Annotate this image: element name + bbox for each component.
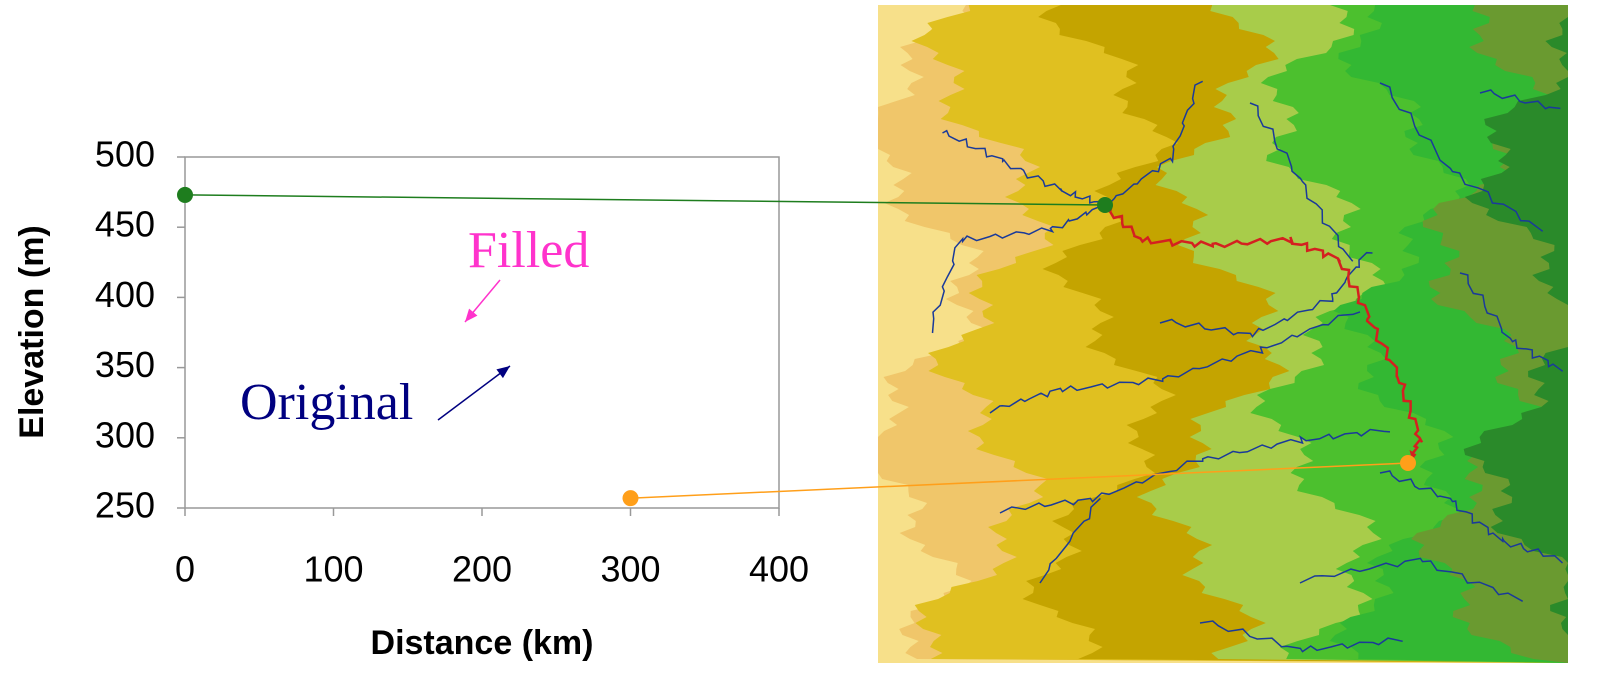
map-point xyxy=(1400,455,1416,471)
legend-arrowhead xyxy=(465,309,477,322)
x-tick-label: 400 xyxy=(749,549,809,590)
figure: Distance (km) Elevation (m) 250 300 350 400… xyxy=(0,0,1603,683)
y-axis-title: Elevation (m) xyxy=(13,225,51,438)
map-point xyxy=(1097,197,1113,213)
x-tick-label: 300 xyxy=(600,549,660,590)
legend-arrow xyxy=(438,366,510,420)
x-tick-label: 200 xyxy=(452,549,512,590)
y-tick-label: 500 xyxy=(95,134,155,175)
legend-arrowhead xyxy=(496,366,510,378)
legend-label: Original xyxy=(240,374,413,431)
y-tick-label: 400 xyxy=(95,274,155,315)
point-marker xyxy=(623,490,639,506)
y-tick-label: 250 xyxy=(95,485,155,526)
x-tick-label: 0 xyxy=(175,549,195,590)
point-marker xyxy=(177,187,193,203)
y-tick-label: 300 xyxy=(95,414,155,455)
elevation-map xyxy=(878,5,1568,663)
x-axis-title: Distance (km) xyxy=(371,624,594,662)
legend-label: Filled xyxy=(468,222,589,279)
plot-frame xyxy=(185,157,779,508)
y-tick-label: 350 xyxy=(95,344,155,385)
y-tick-label: 450 xyxy=(95,204,155,245)
x-tick-label: 100 xyxy=(303,549,363,590)
